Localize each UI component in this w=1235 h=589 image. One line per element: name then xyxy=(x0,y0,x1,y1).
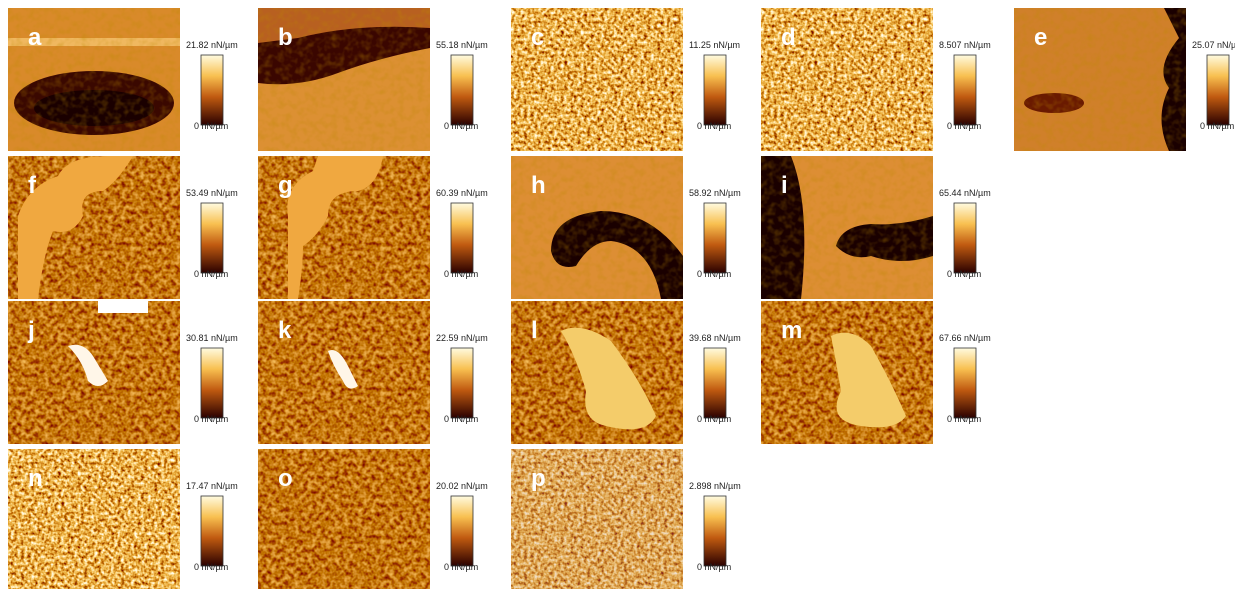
colorbar-min: 0 nN/µm xyxy=(194,562,228,572)
colorbar-min: 0 nN/µm xyxy=(194,269,228,279)
colorbar-max: 8.507 nN/µm xyxy=(939,40,991,50)
colorbar xyxy=(451,496,473,566)
panel-label: m xyxy=(781,317,802,344)
figure: a 21.82 nN/µm 0 nN/µm b 55.18 nN/µm 0 nN/µm c 1… xyxy=(0,0,1235,589)
panel-label: a xyxy=(28,24,42,51)
colorbar-max: 22.59 nN/µm xyxy=(436,333,488,343)
panel: b 55.18 nN/µm 0 nN/µm xyxy=(258,8,488,151)
colorbar-min: 0 nN/µm xyxy=(444,269,478,279)
colorbar-min: 0 nN/µm xyxy=(697,562,731,572)
colorbar-max: 58.92 nN/µm xyxy=(689,188,741,198)
panel-label: b xyxy=(278,24,293,51)
colorbar xyxy=(201,203,223,273)
panel: c 11.25 nN/µm 0 nN/µm xyxy=(511,8,740,151)
colorbar xyxy=(954,348,976,418)
panel: g 60.39 nN/µm 0 nN/µm xyxy=(258,156,488,299)
colorbar-min: 0 nN/µm xyxy=(444,562,478,572)
colorbar xyxy=(201,496,223,566)
colorbar-min: 0 nN/µm xyxy=(697,414,731,424)
colorbar-min: 0 nN/µm xyxy=(194,121,228,131)
colorbar-min: 0 nN/µm xyxy=(444,414,478,424)
panel: a 21.82 nN/µm 0 nN/µm xyxy=(8,8,238,151)
panel-label: j xyxy=(27,317,35,344)
panel-label: g xyxy=(278,172,293,199)
colorbar-min: 0 nN/µm xyxy=(947,269,981,279)
colorbar xyxy=(704,203,726,273)
colorbar-max: 60.39 nN/µm xyxy=(436,188,488,198)
panel: n 17.47 nN/µm 0 nN/µm xyxy=(8,449,238,589)
colorbar-max: 20.02 nN/µm xyxy=(436,481,488,491)
panel-label: e xyxy=(1034,24,1047,51)
colorbar-min: 0 nN/µm xyxy=(697,121,731,131)
colorbar xyxy=(451,203,473,273)
colorbar-max: 67.66 nN/µm xyxy=(939,333,991,343)
panel: i 65.44 nN/µm 0 nN/µm xyxy=(761,156,991,299)
colorbar-max: 2.898 nN/µm xyxy=(689,481,741,491)
panel-label: o xyxy=(278,465,293,492)
colorbar-min: 0 nN/µm xyxy=(1200,121,1234,131)
panel-label: d xyxy=(781,24,796,51)
panel: h 58.92 nN/µm 0 nN/µm xyxy=(511,156,741,299)
colorbar-max: 11.25 nN/µm xyxy=(689,40,740,50)
colorbar-min: 0 nN/µm xyxy=(194,414,228,424)
panel: k 22.59 nN/µm 0 nN/µm xyxy=(258,301,488,444)
colorbar-min: 0 nN/µm xyxy=(947,121,981,131)
colorbar xyxy=(704,55,726,125)
panel: e 25.07 nN/µm 0 nN/µm xyxy=(1014,8,1235,151)
colorbar-max: 21.82 nN/µm xyxy=(186,40,238,50)
panel-label: h xyxy=(531,172,546,199)
panel: p 2.898 nN/µm 0 nN/µm xyxy=(511,449,741,589)
colorbar-max: 55.18 nN/µm xyxy=(436,40,488,50)
panel-label: k xyxy=(278,317,292,344)
colorbar xyxy=(201,55,223,125)
colorbar-min: 0 nN/µm xyxy=(947,414,981,424)
panel-label: l xyxy=(531,317,538,344)
panel: f 53.49 nN/µm 0 nN/µm xyxy=(8,156,238,299)
colorbar-max: 25.07 nN/µm xyxy=(1192,40,1235,50)
panel-label: c xyxy=(531,24,544,51)
panel-label: f xyxy=(28,172,37,199)
colorbar-max: 65.44 nN/µm xyxy=(939,188,991,198)
panel-label: i xyxy=(781,172,788,199)
panel: d 8.507 nN/µm 0 nN/µm xyxy=(761,8,991,151)
colorbar xyxy=(704,496,726,566)
colorbar-min: 0 nN/µm xyxy=(697,269,731,279)
colorbar-max: 53.49 nN/µm xyxy=(186,188,238,198)
colorbar-max: 17.47 nN/µm xyxy=(186,481,238,491)
colorbar-max: 30.81 nN/µm xyxy=(186,333,238,343)
colorbar xyxy=(954,203,976,273)
colorbar xyxy=(451,348,473,418)
colorbar xyxy=(1207,55,1229,125)
panel-label: n xyxy=(28,465,43,492)
panel: m 67.66 nN/µm 0 nN/µm xyxy=(761,301,991,444)
colorbar xyxy=(451,55,473,125)
colorbar-min: 0 nN/µm xyxy=(444,121,478,131)
panel: j 30.81 nN/µm 0 nN/µm xyxy=(8,301,238,444)
panel: o 20.02 nN/µm 0 nN/µm xyxy=(258,449,488,589)
colorbar-max: 39.68 nN/µm xyxy=(689,333,741,343)
panel-label: p xyxy=(531,465,546,492)
colorbar xyxy=(201,348,223,418)
colorbar xyxy=(954,55,976,125)
colorbar xyxy=(704,348,726,418)
panel: l 39.68 nN/µm 0 nN/µm xyxy=(511,301,741,444)
